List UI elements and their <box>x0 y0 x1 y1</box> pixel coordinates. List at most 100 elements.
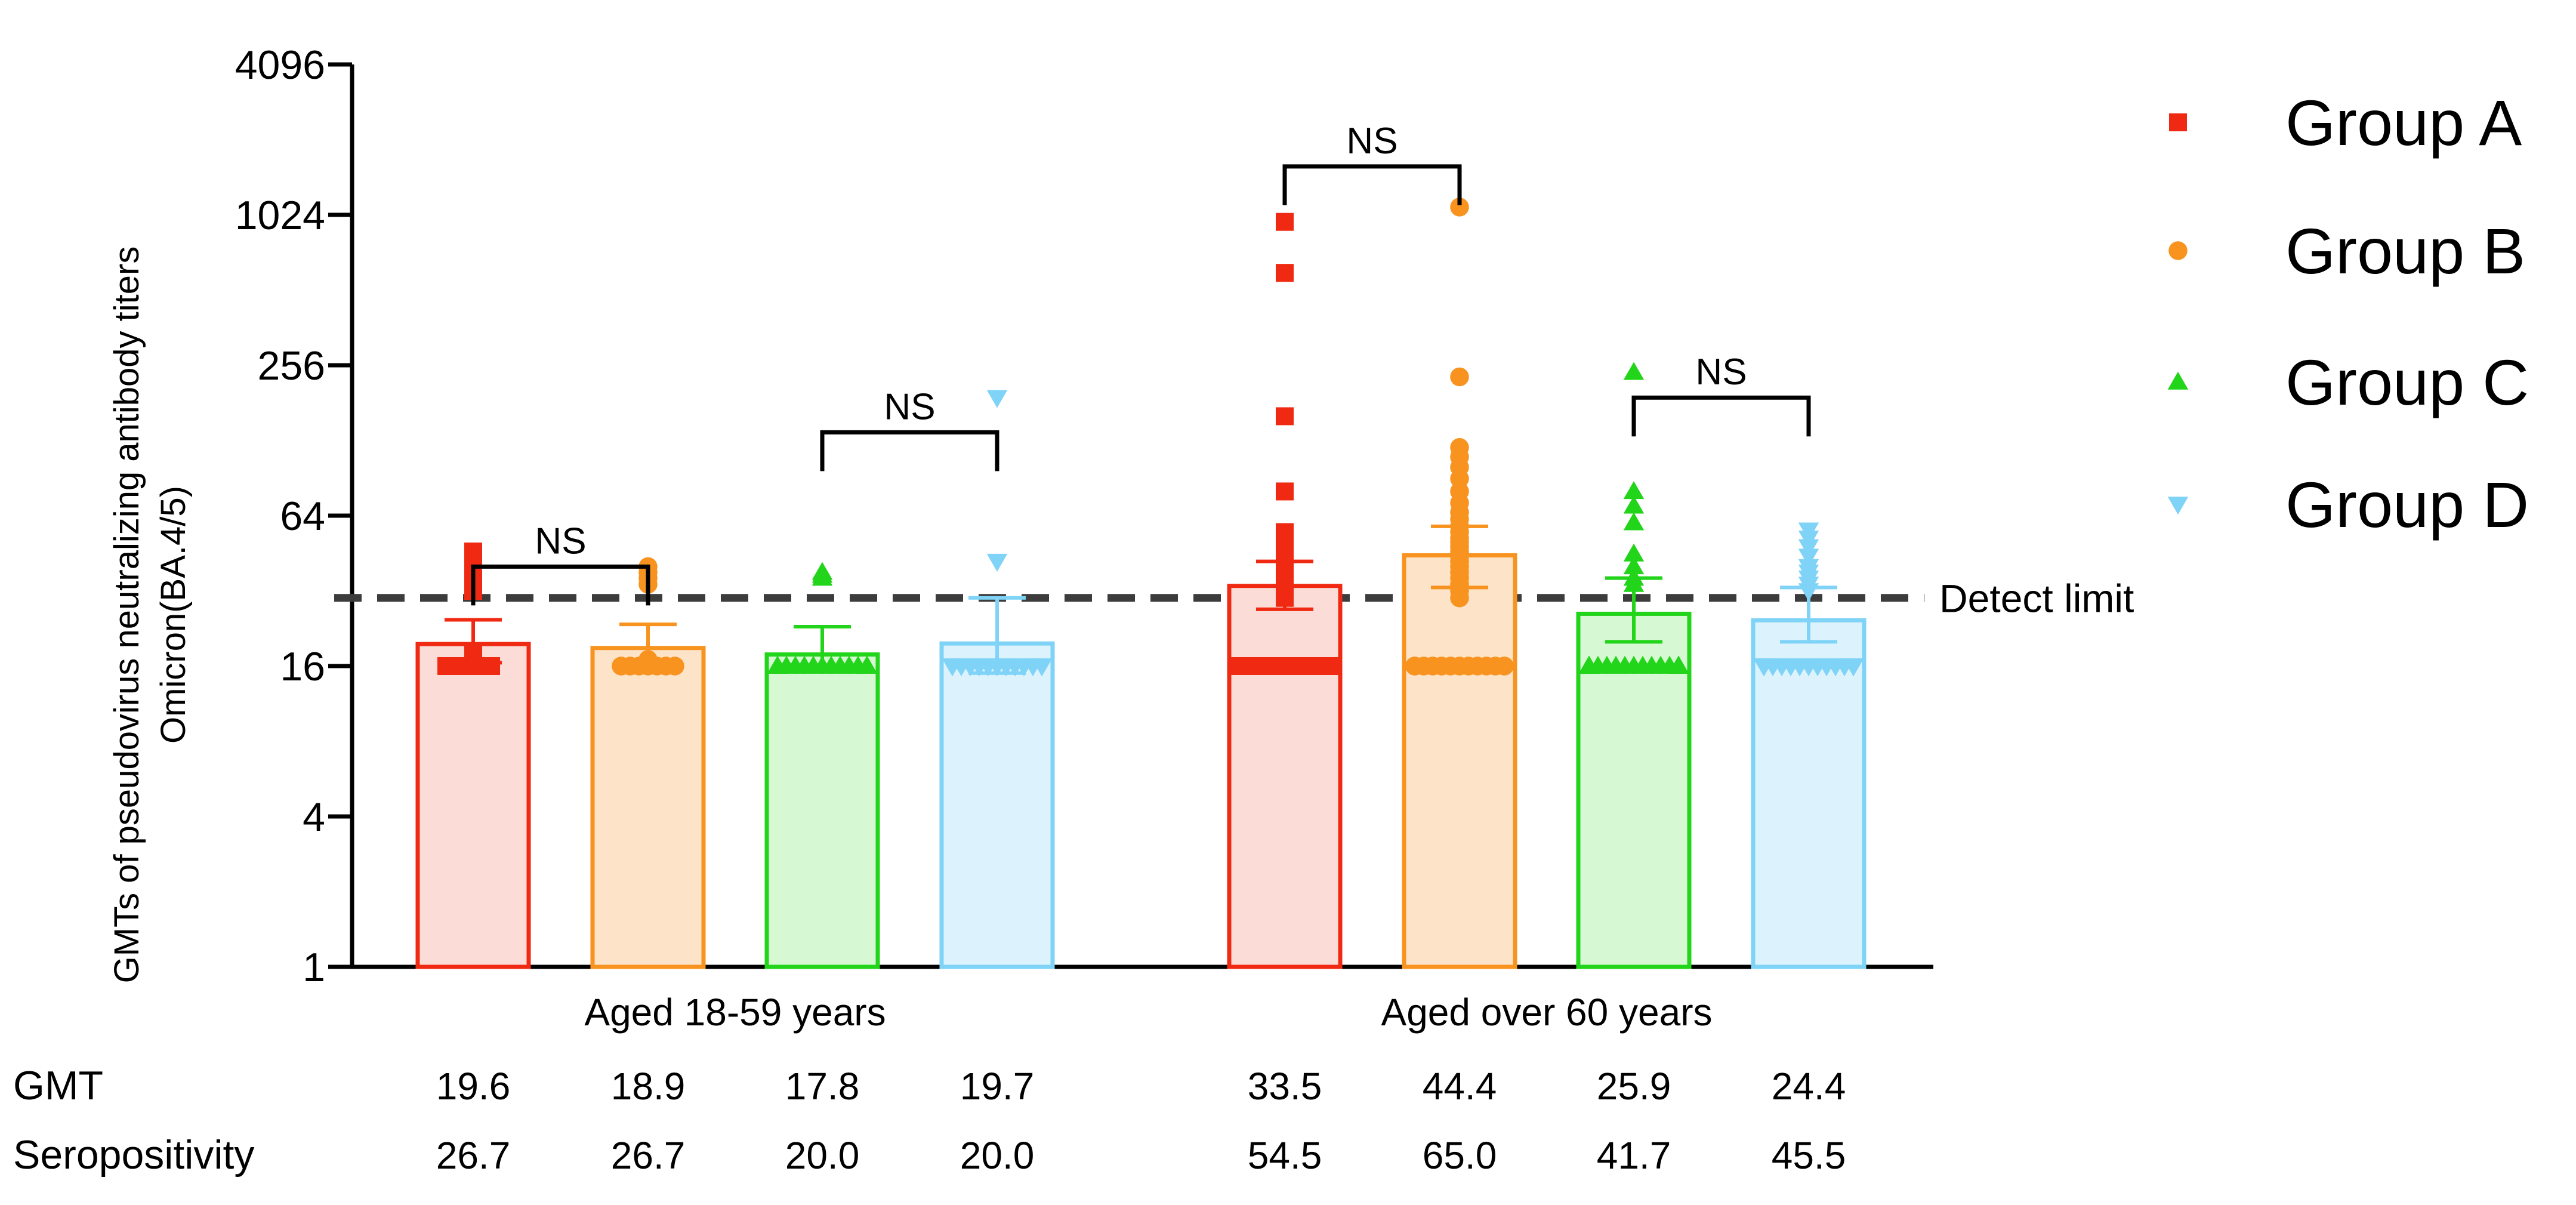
bar <box>764 652 880 969</box>
legend: Group A Group B Group C Group D <box>2167 87 2529 541</box>
error-bars <box>445 524 1837 675</box>
data-point <box>1405 657 1424 676</box>
table-row-label: GMT <box>13 1063 103 1108</box>
significance-label: NS <box>535 520 586 562</box>
significance-brackets: NS NS NS NS <box>471 121 1811 606</box>
data-point <box>1623 512 1645 531</box>
legend-marker <box>2167 371 2189 390</box>
significance-bracket <box>1631 395 1811 437</box>
data-point <box>1623 481 1645 500</box>
table-cell: 41.7 <box>1597 1134 1671 1177</box>
bar <box>1751 618 1867 969</box>
table-cell: 25.9 <box>1597 1065 1671 1108</box>
table-cell: 24.4 <box>1772 1065 1846 1108</box>
data-point <box>942 658 963 677</box>
y-axis-label-line-2: Omicron(BA.4/5) <box>154 486 193 744</box>
legend-label: Group A <box>2285 87 2522 159</box>
significance-bracket <box>471 564 650 606</box>
data-point <box>1798 522 1819 541</box>
data-point <box>1276 523 1294 541</box>
detect-limit: Detect limit <box>334 577 2134 621</box>
legend-marker <box>2169 113 2187 131</box>
bar <box>415 642 531 969</box>
legend-label: Group B <box>2285 215 2525 287</box>
y-axis-label: GMTs of pseudovirus neutralizing antibod… <box>107 246 193 984</box>
data-point <box>1450 367 1469 387</box>
category-label: Aged 18-59 years <box>584 991 886 1034</box>
data-point <box>1031 658 1053 677</box>
data-point <box>1798 559 1819 577</box>
table-cell: 19.6 <box>436 1065 511 1108</box>
table-cell: 65.0 <box>1423 1134 1497 1177</box>
data-point <box>1623 362 1645 380</box>
data-point <box>1798 548 1819 567</box>
summary-table: GMT 19.6 18.9 17.8 19.7 33.5 44.4 25.9 24.4 Serop… <box>13 1063 1846 1178</box>
table-cell: 33.5 <box>1248 1065 1322 1108</box>
category-labels: Aged 18-59 years Aged over 60 years <box>584 991 1712 1034</box>
data-point <box>464 543 482 561</box>
y-tick-label: 4 <box>303 794 325 840</box>
table-row-label: Seropositivity <box>13 1132 254 1178</box>
data-point <box>1321 657 1338 675</box>
legend-item: Group B <box>2168 215 2525 287</box>
table-cell: 18.9 <box>611 1065 686 1108</box>
significance-label: NS <box>1695 352 1747 393</box>
significance-bracket <box>820 430 999 471</box>
table-cell: 26.7 <box>436 1134 511 1177</box>
data-point <box>812 562 833 580</box>
data-point <box>986 390 1008 408</box>
data-point <box>1578 655 1600 674</box>
data-point <box>767 655 788 674</box>
data-point <box>1843 658 1864 677</box>
table-cell: 26.7 <box>611 1134 686 1177</box>
data-point <box>1623 543 1645 562</box>
table-cell: 17.8 <box>785 1065 860 1108</box>
legend-label: Group C <box>2285 346 2529 418</box>
y-axis-label-line-1: GMTs of pseudovirus neutralizing antibod… <box>107 246 146 984</box>
legend-marker <box>2168 241 2188 260</box>
y-tick-label: 1024 <box>235 193 325 238</box>
legend-item: Group C <box>2167 346 2529 418</box>
y-tick-label: 1 <box>303 945 325 990</box>
bar <box>939 641 1055 969</box>
data-point <box>482 657 500 675</box>
bar <box>1402 553 1517 969</box>
data-point <box>1276 407 1294 426</box>
data-point <box>1276 212 1294 231</box>
y-tick-label: 16 <box>280 644 325 689</box>
data-point <box>1276 264 1294 282</box>
data-point <box>1231 657 1249 675</box>
bars <box>415 553 1867 969</box>
data-point <box>1623 556 1645 575</box>
data-point <box>1495 657 1514 676</box>
legend-marker <box>2167 497 2189 515</box>
legend-item: Group D <box>2167 469 2529 541</box>
data-point <box>1753 658 1775 677</box>
data-point <box>1668 655 1689 674</box>
table-cell: 54.5 <box>1248 1134 1322 1177</box>
data-point <box>1450 198 1469 217</box>
bar <box>1227 584 1343 969</box>
data-point <box>1450 437 1469 457</box>
table-cell: 44.4 <box>1423 1065 1497 1108</box>
data-point <box>856 655 878 674</box>
table-cell: 20.0 <box>785 1134 860 1177</box>
detect-limit-label: Detect limit <box>1939 577 2134 621</box>
data-points <box>437 198 1864 677</box>
category-label: Aged over 60 years <box>1381 991 1713 1034</box>
significance-bracket <box>1282 164 1462 205</box>
table-cell: 20.0 <box>960 1134 1035 1177</box>
significance-label: NS <box>884 386 935 427</box>
y-tick-label: 4096 <box>235 42 325 88</box>
y-tick-label: 256 <box>258 343 325 389</box>
data-point <box>986 553 1008 572</box>
data-point <box>1623 495 1645 514</box>
legend-item: Group A <box>2169 87 2522 159</box>
y-tick-label: 64 <box>280 494 325 539</box>
bar <box>590 646 706 969</box>
data-point <box>1276 482 1294 501</box>
table-cell: 45.5 <box>1772 1134 1846 1177</box>
significance-label: NS <box>1346 121 1397 162</box>
data-point <box>437 657 455 675</box>
